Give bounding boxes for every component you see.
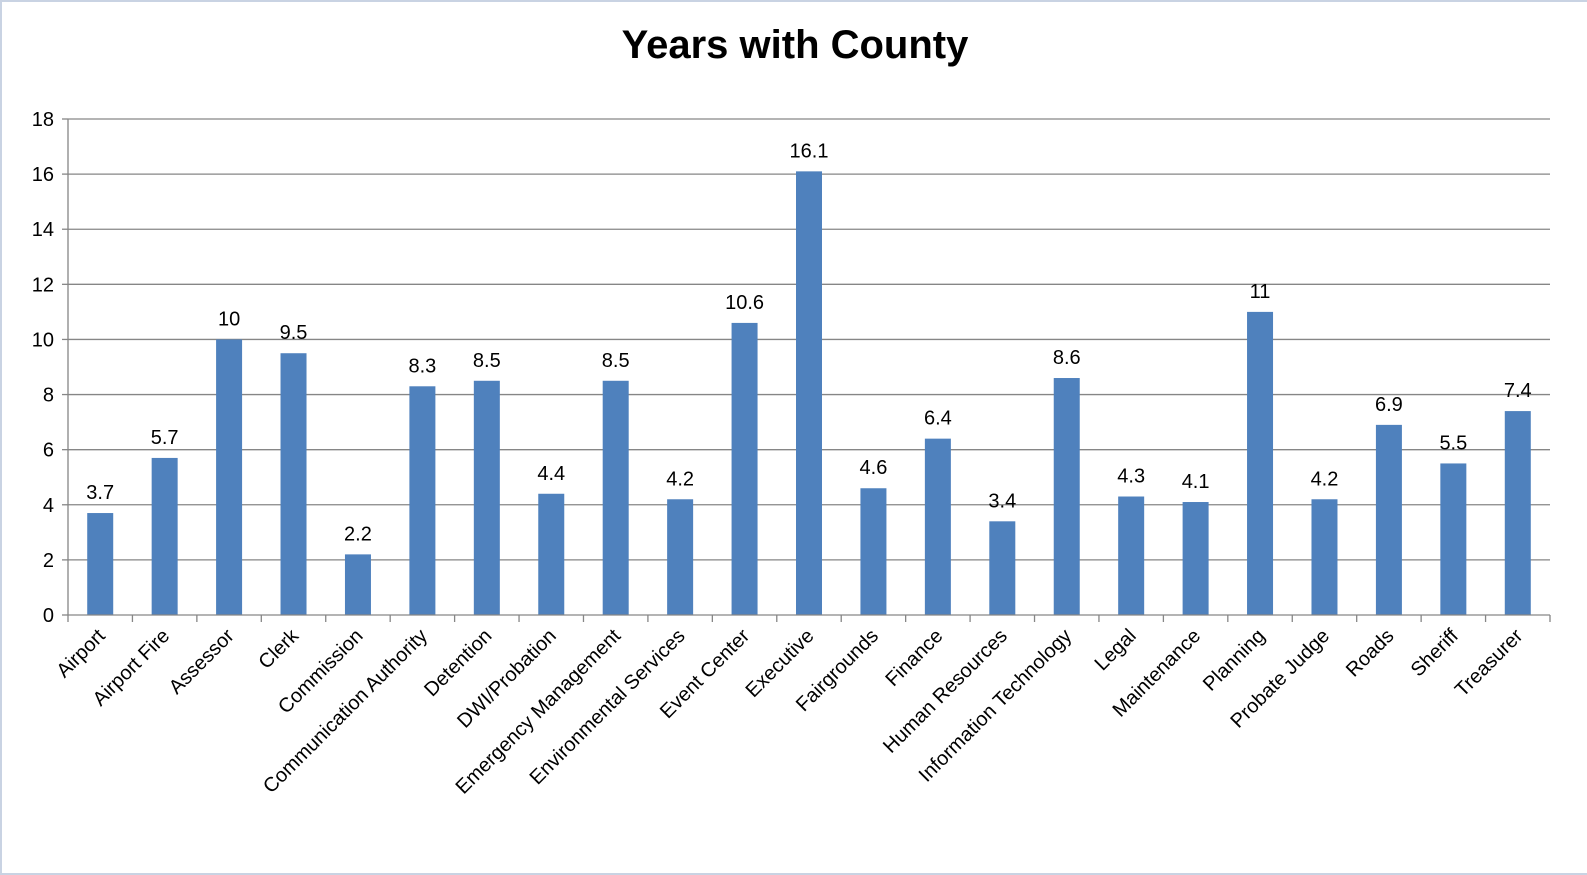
data-label: 4.1: [1182, 471, 1210, 493]
data-label: 8.5: [602, 350, 630, 372]
bar: [1311, 499, 1338, 615]
data-label: 4.3: [1117, 466, 1145, 488]
y-tick-label: 10: [32, 329, 54, 351]
bar: [1504, 411, 1531, 615]
data-label: 2.2: [344, 523, 372, 545]
bar: [409, 386, 436, 615]
bar: [538, 493, 565, 615]
bar: [860, 488, 887, 615]
data-label: 4.2: [666, 468, 694, 490]
data-label: 4.4: [537, 463, 565, 485]
data-label: 4.2: [1311, 468, 1339, 490]
x-axis: [67, 614, 1551, 622]
bar: [473, 380, 500, 615]
data-label: 3.7: [86, 482, 114, 504]
data-label: 4.6: [860, 457, 888, 479]
bar: [216, 339, 243, 615]
bar: [344, 554, 371, 615]
category-label: Airport: [53, 625, 111, 683]
data-label: 8.5: [473, 350, 501, 372]
data-label: 10.6: [725, 292, 764, 314]
bars: [87, 171, 1531, 615]
y-axis: 0 2 4 6 8 10 12 14 16 18: [32, 109, 69, 627]
data-label: 7.4: [1504, 380, 1532, 402]
data-label: 10: [218, 308, 240, 330]
category-label: Treasurer: [1451, 625, 1528, 702]
y-tick-label: 18: [32, 109, 54, 131]
bar: [87, 513, 114, 615]
category-label: Clerk: [254, 624, 303, 673]
bar: [989, 521, 1016, 615]
y-tick-label: 6: [43, 440, 54, 462]
data-label: 9.5: [280, 322, 308, 344]
bar: [1375, 424, 1402, 615]
bar: [1118, 496, 1145, 615]
data-label: 6.9: [1375, 394, 1403, 416]
y-tick-label: 2: [43, 550, 54, 572]
y-tick-label: 0: [43, 605, 54, 627]
category-label: Sheriff: [1407, 625, 1463, 681]
bar: [731, 322, 758, 615]
bar: [1440, 463, 1467, 615]
bar: [602, 380, 629, 615]
category-label: Roads: [1342, 625, 1398, 681]
y-tick-label: 4: [43, 495, 54, 517]
data-label: 5.5: [1439, 432, 1467, 454]
value-labels: 3.7 5.7 10 9.5 2.2 8.3 8.5 4.4 8.5 4.2 10.6 16.1 4.6…: [86, 140, 1531, 545]
y-tick-label: 14: [32, 219, 54, 241]
bar: [151, 457, 178, 615]
category-label: Assessor: [165, 625, 239, 699]
data-label: 8.6: [1053, 347, 1081, 369]
data-label: 6.4: [924, 408, 952, 430]
bar: [667, 499, 694, 615]
data-label: 3.4: [988, 490, 1016, 512]
y-tick-label: 8: [43, 385, 54, 407]
category-label: Finance: [882, 625, 948, 691]
data-label: 11: [1250, 281, 1271, 303]
category-label: Human Resources: [879, 625, 1012, 758]
bar: [1182, 502, 1209, 615]
category-label: Legal: [1091, 625, 1141, 675]
bar: [796, 171, 822, 615]
bar: [1053, 378, 1080, 615]
bar: [924, 438, 951, 615]
data-label: 16.1: [790, 140, 829, 162]
data-label: 8.3: [408, 355, 436, 377]
bar: [280, 353, 307, 615]
bar: [1247, 311, 1274, 615]
chart-title: Years with County: [622, 23, 969, 67]
y-tick-label: 16: [32, 164, 54, 186]
y-tick-label: 12: [32, 274, 54, 296]
data-label: 5.7: [151, 427, 179, 449]
